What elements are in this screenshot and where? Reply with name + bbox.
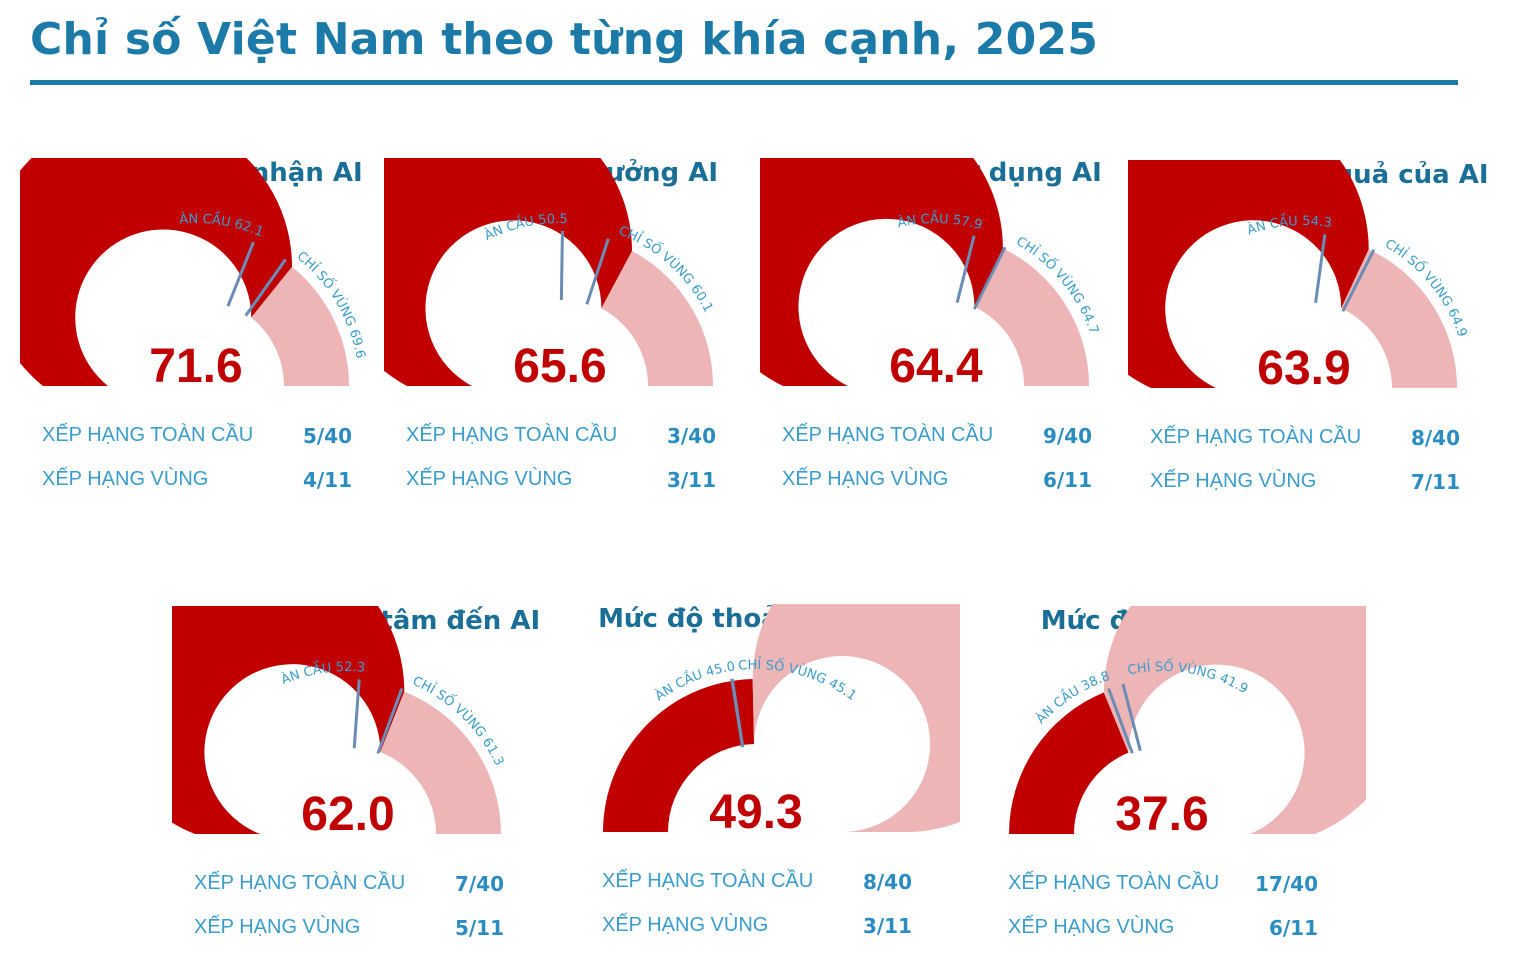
global-rank-label: XẾP HẠNG TOÀN CẦU [1150, 426, 1362, 448]
gauge-value: 49.3 [709, 786, 802, 839]
gauge-value-arc [172, 606, 405, 834]
gauge-value-arc [1128, 160, 1369, 388]
gauge-global-marker [1314, 234, 1327, 303]
global-rank-label: XẾP HẠNG TOÀN CẦU [1008, 872, 1220, 894]
title-rule [30, 80, 1458, 85]
global-rank-value: 8/40 [1410, 426, 1460, 450]
gauge-panel: Khả năng sử dụng AICHỈ SỐ TOÀN CẦU 57.9C… [760, 158, 1140, 518]
gauge-global-marker [1107, 687, 1134, 754]
gauge-global-marker [559, 230, 564, 301]
gauge-remaining-arc [1103, 606, 1366, 834]
regional-rank-label: XẾP HẠNG VÙNG [42, 468, 209, 490]
global-rank-label: XẾP HẠNG TOÀN CẦU [406, 424, 618, 446]
regional-rank-label: XẾP HẠNG VÙNG [1008, 916, 1175, 938]
global-rank-value: 3/40 [666, 424, 716, 448]
regional-rank-label: XẾP HẠNG VÙNG [194, 916, 361, 938]
global-rank-value: 9/40 [1042, 424, 1092, 448]
regional-rank-value: 6/11 [1268, 916, 1318, 940]
gauge-panel: Mức độ sử dụng AICHỈ SỐ TOÀN CẦU 38.8CHỈ… [986, 606, 1366, 966]
gauge-regional-marker [730, 678, 745, 748]
gauge-regional-marker [376, 688, 404, 754]
regional-rank-label: XẾP HẠNG VÙNG [406, 468, 573, 490]
gauge-panel: Mức độ thoải mái với AICHỈ SỐ TOÀN CẦU 4… [580, 604, 960, 964]
gauge-value: 37.6 [1115, 788, 1208, 841]
gauge-regional-marker [1341, 248, 1376, 312]
gauge-remaining-arc [752, 604, 960, 832]
gauge-value-arc [384, 158, 633, 386]
regional-rank-label: XẾP HẠNG VÙNG [602, 914, 769, 936]
gauge-regional-marker [244, 258, 287, 317]
global-rank-label: XẾP HẠNG TOÀN CẦU [782, 424, 994, 446]
global-rank-label: XẾP HẠNG TOÀN CẦU [42, 424, 254, 446]
gauge-value: 64.4 [889, 340, 983, 393]
regional-rank-value: 7/11 [1410, 470, 1460, 494]
global-rank-value: 8/40 [862, 870, 912, 894]
regional-rank-label: XẾP HẠNG VÙNG [782, 468, 949, 490]
gauge-value-arc [760, 158, 1003, 386]
gauge-remaining-arc [251, 266, 349, 386]
gauge-value: 62.0 [301, 788, 394, 841]
regional-rank-value: 4/11 [302, 468, 352, 492]
gauge-regional-marker [972, 246, 1007, 310]
gauge-value-arc [20, 158, 293, 386]
gauge-global-marker [226, 241, 255, 307]
gauge-panel: Mức độ hiệu quả của AICHỈ SỐ TOÀN CẦU 54… [1128, 160, 1508, 520]
regional-rank-value: 5/11 [454, 916, 504, 940]
gauge-remaining-arc [974, 248, 1089, 386]
gauge-value-arc [603, 679, 755, 832]
gauge-panel: Mức độ tin tưởng AICHỈ SỐ TOÀN CẦU 50.5C… [384, 158, 764, 518]
gauge-value-arc [1009, 692, 1129, 834]
global-rank-value: 5/40 [302, 424, 352, 448]
page-title: Chỉ số Việt Nam theo từng khía cạnh, 202… [30, 14, 1099, 65]
gauge-panel: Mức độ chấp nhận AICHỈ SỐ TOÀN CẦU 62.1C… [20, 158, 400, 518]
regional-rank-value: 3/11 [666, 468, 716, 492]
regional-rank-value: 6/11 [1042, 468, 1092, 492]
gauge-regional-marker [1121, 683, 1142, 752]
global-rank-value: 7/40 [454, 872, 504, 896]
regional-rank-label: XẾP HẠNG VÙNG [1150, 470, 1317, 492]
gauge-remaining-arc [601, 251, 713, 386]
global-rank-label: XẾP HẠNG TOÀN CẦU [194, 872, 406, 894]
gauge-value: 65.6 [513, 340, 606, 393]
gauge-regional-marker [585, 238, 610, 305]
gauge-remaining-arc [1341, 249, 1457, 388]
gauge-global-marker [955, 235, 976, 304]
global-rank-value: 17/40 [1255, 872, 1318, 896]
global-rank-label: XẾP HẠNG TOÀN CẦU [602, 870, 814, 892]
gauge-global-marker [352, 679, 361, 749]
gauge-remaining-arc [380, 691, 501, 834]
gauge-value: 63.9 [1257, 342, 1350, 395]
gauge-panel: Mức độ quan tâm đến AICHỈ SỐ TOÀN CẦU 52… [172, 606, 552, 966]
regional-rank-value: 3/11 [862, 914, 912, 938]
gauge-value: 71.6 [149, 340, 242, 393]
